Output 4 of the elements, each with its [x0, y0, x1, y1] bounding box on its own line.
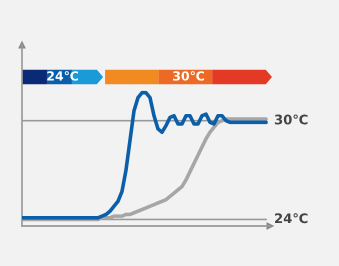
annotation: 30℃ — [173, 71, 204, 81]
annotation: 24℃ — [47, 71, 78, 81]
ref-line-label: 24℃ — [275, 213, 308, 224]
ref-line-label: 30℃ — [274, 114, 308, 125]
